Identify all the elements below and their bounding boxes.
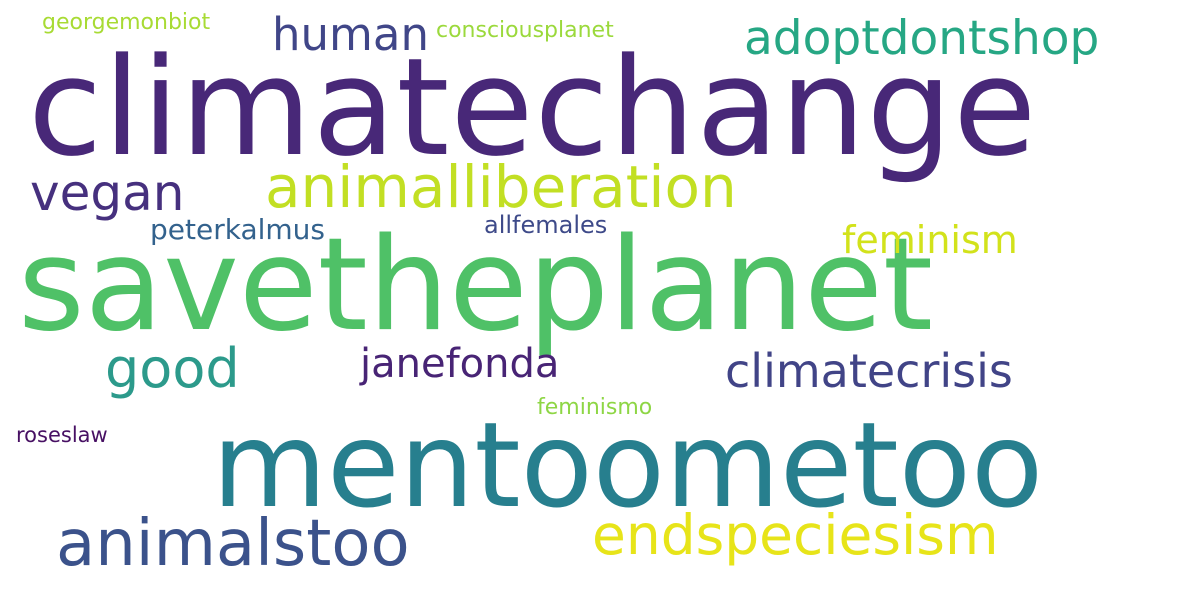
word-human: human [272,8,429,61]
word-vegan: vegan [30,164,185,222]
word-janefonda: janefonda [360,341,560,387]
word-roseslaw: roseslaw [16,423,108,447]
word-animalliberation: animalliberation [265,153,737,221]
word-animalstoo: animalstoo [56,507,410,581]
word-good: good [105,337,240,400]
word-consciousplanet: consciousplanet [436,18,614,43]
word-savetheplanet: savetheplanet [18,211,933,360]
word-feminismo: feminismo [537,395,653,420]
word-georgemonbiot: georgemonbiot [42,10,211,35]
word-adoptdontshop: adoptdontshop [744,11,1100,66]
word-endspeciesism: endspeciesism [592,503,999,567]
word-allfemales: allfemales [484,211,608,239]
word-climatecrisis: climatecrisis [725,344,1013,398]
word-peterkalmus: peterkalmus [150,213,325,246]
word-climatechange: climatechange [28,29,1038,186]
word-feminism: feminism [842,218,1018,262]
word-mentoometoo: mentoometoo [212,396,1044,534]
